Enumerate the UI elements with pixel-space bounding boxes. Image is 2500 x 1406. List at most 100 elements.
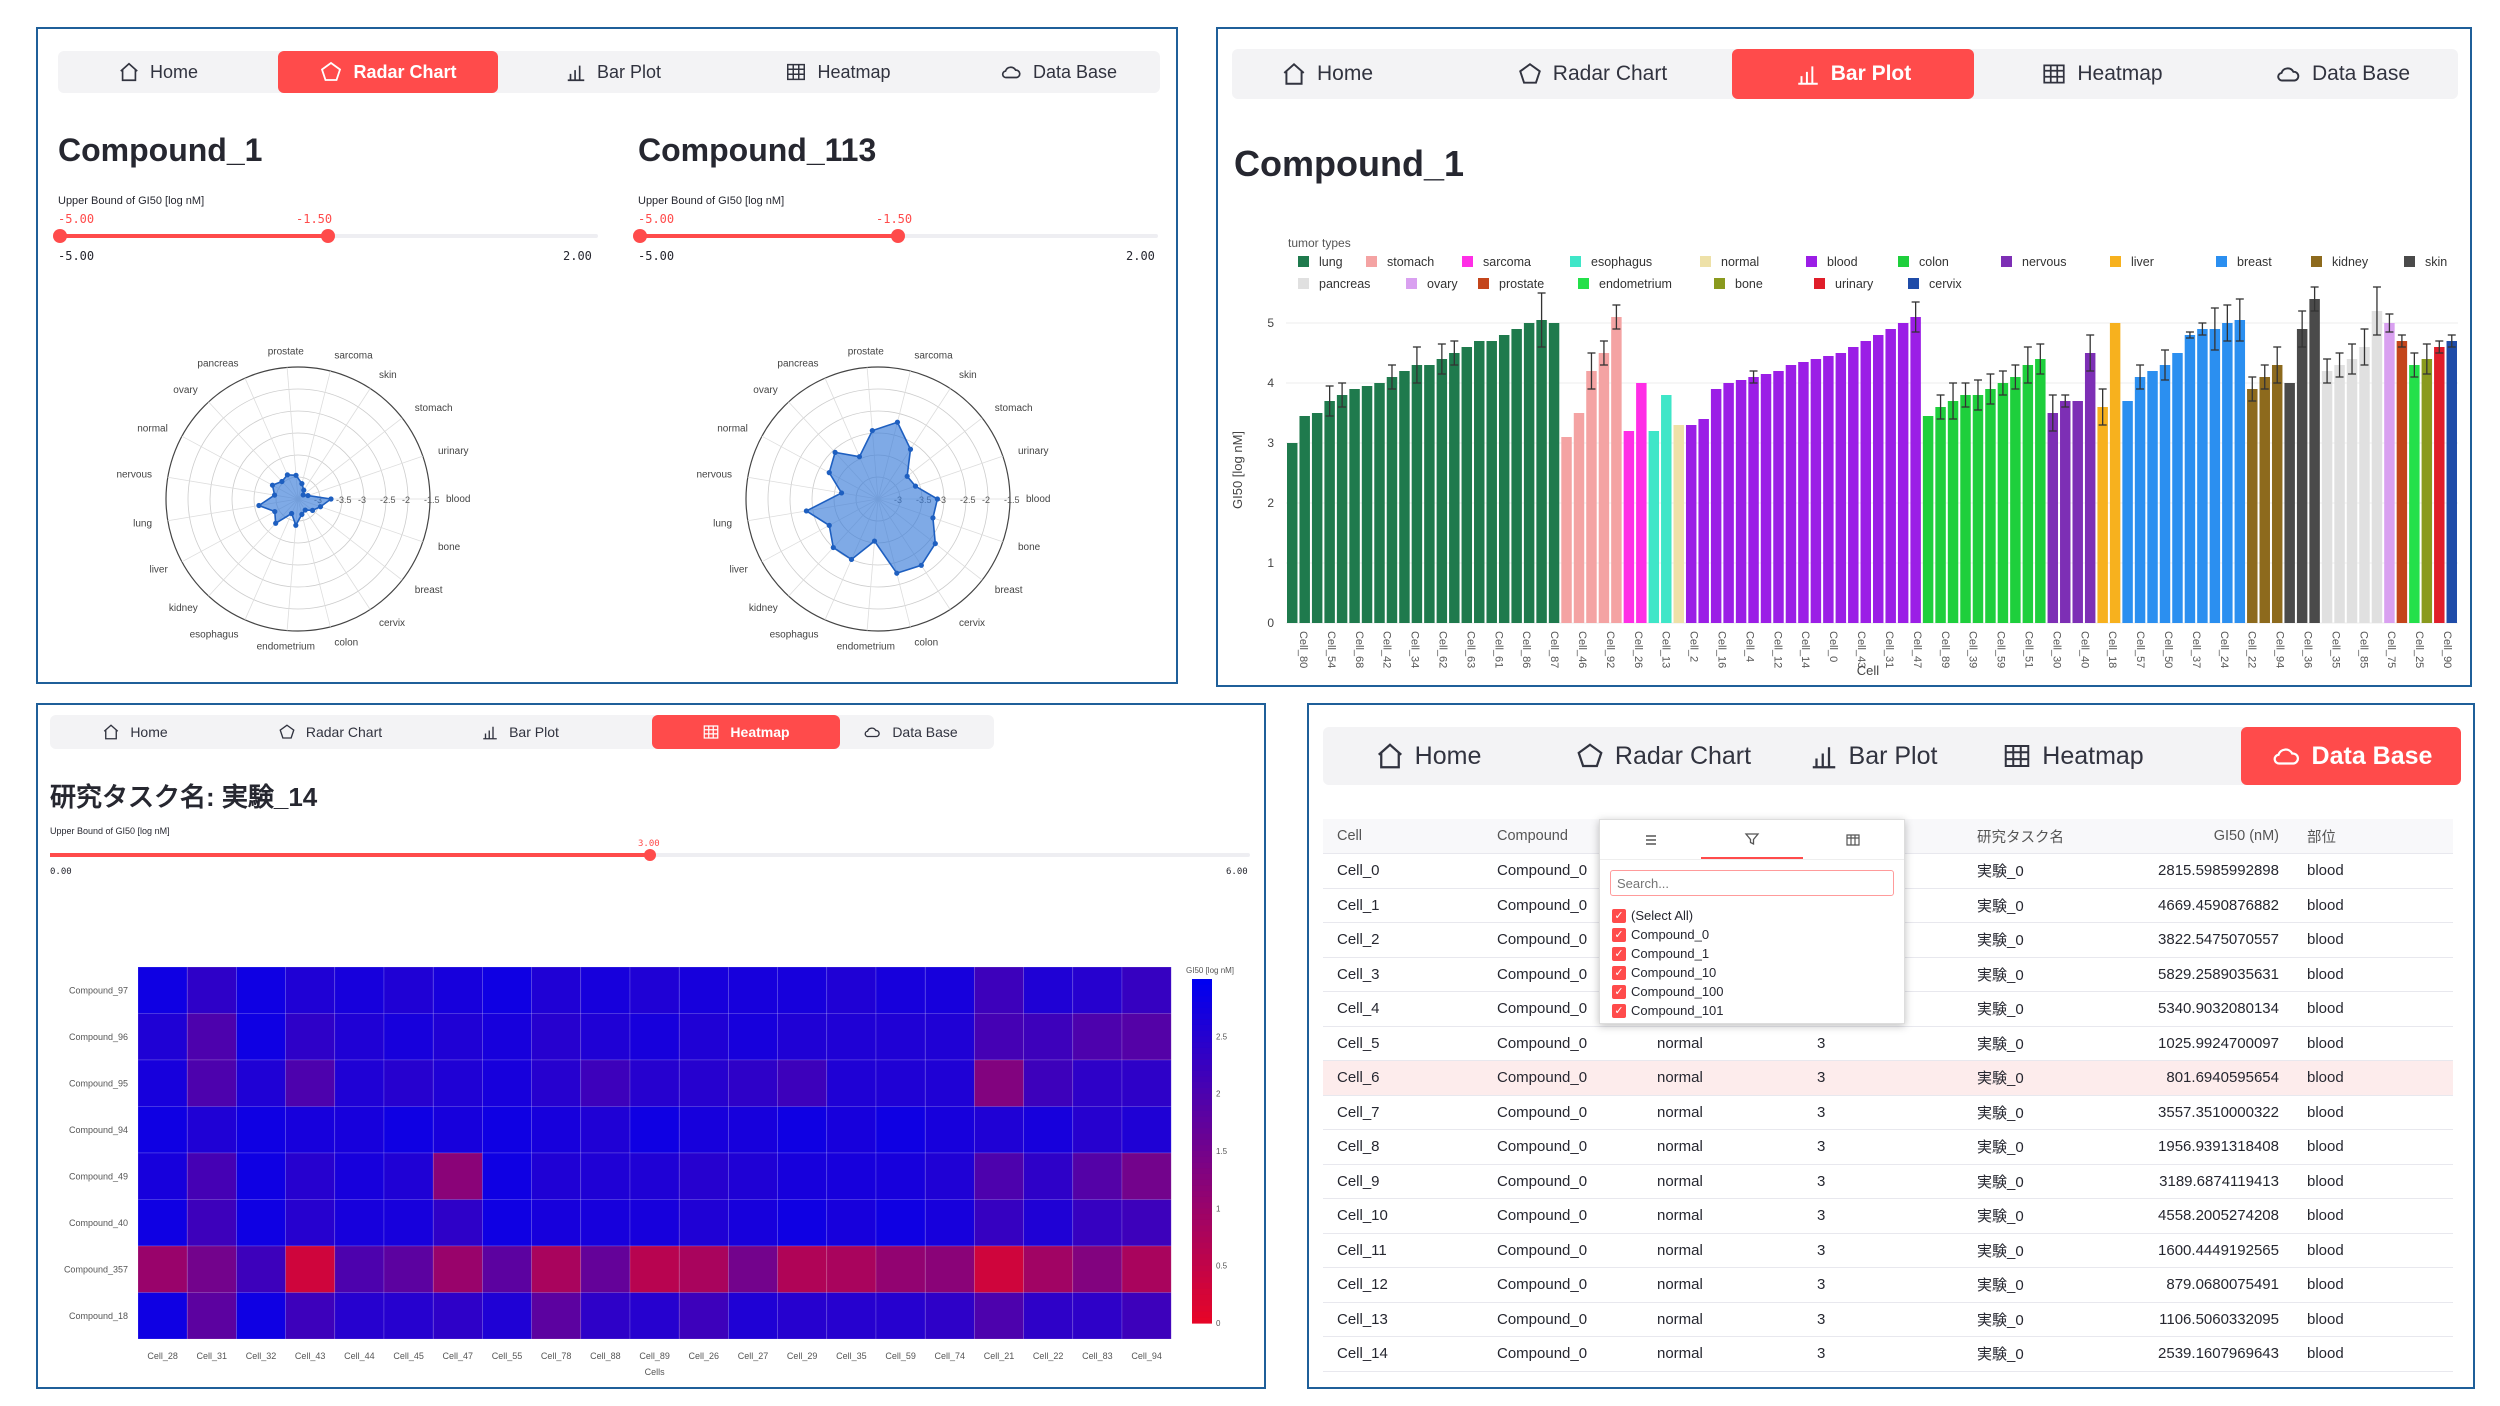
tab-data-base[interactable]: Data Base xyxy=(2242,49,2442,99)
slider-handle[interactable] xyxy=(321,229,335,243)
tab-home[interactable]: Home xyxy=(98,51,218,93)
legend-swatch xyxy=(1806,256,1817,267)
bar xyxy=(1486,341,1497,623)
radar-axis-label: blood xyxy=(1026,494,1050,505)
heatmap-cell xyxy=(334,1059,385,1107)
table-row[interactable]: Cell_11 Compound_0 normal 3 実験_0 1600.4449192… xyxy=(1323,1233,2453,1268)
radar-spoke xyxy=(297,455,423,500)
heatmap-cell xyxy=(924,1106,975,1154)
filter-search-input[interactable] xyxy=(1610,870,1894,896)
tab-bar-plot[interactable]: Bar Plot xyxy=(1793,727,1953,785)
slider-track[interactable] xyxy=(53,229,598,243)
checkbox-checked-icon[interactable]: ✓ xyxy=(1612,965,1626,980)
table-row[interactable]: Cell_13 Compound_0 normal 3 実験_0 1106.5060332… xyxy=(1323,1302,2453,1337)
filter-tab[interactable] xyxy=(1701,820,1803,859)
table-cell: 5340.9032080134 xyxy=(2123,991,2293,1027)
bar xyxy=(1860,341,1871,623)
table-row[interactable]: Cell_7 Compound_0 normal 3 実験_0 3557.35100003… xyxy=(1323,1095,2453,1130)
heatmap-cell xyxy=(1121,1199,1172,1247)
slider-handle[interactable] xyxy=(891,229,905,243)
tab-radar-chart[interactable]: Radar Chart xyxy=(1563,727,1763,785)
bar xyxy=(1985,389,1996,623)
table-cell: normal xyxy=(1643,1095,1803,1130)
table-cell: 実験_0 xyxy=(1963,1129,2123,1165)
tab-radar-chart[interactable]: Radar Chart xyxy=(1502,49,1682,99)
tab-bar-plot[interactable]: Bar Plot xyxy=(1732,49,1974,99)
heatmap-cell xyxy=(1121,966,1172,1014)
colorbar-segment xyxy=(1192,1001,1212,1009)
heatmap-cell xyxy=(678,1199,729,1247)
colorbar-segment xyxy=(1192,1099,1212,1106)
tab-home[interactable]: Home xyxy=(90,715,180,749)
heatmap-cell xyxy=(482,1292,532,1340)
checkbox-checked-icon[interactable]: ✓ xyxy=(1612,1003,1626,1018)
slider-handle[interactable] xyxy=(644,849,656,861)
column-header[interactable]: 研究タスク名 xyxy=(1963,819,2123,854)
slider-track[interactable] xyxy=(50,849,1250,861)
tab-radar-chart[interactable]: Radar Chart xyxy=(270,715,390,749)
radar-tick-label: -3.5 xyxy=(336,495,352,505)
radar-point xyxy=(907,446,914,452)
tab-heatmap[interactable]: Heatmap xyxy=(2002,49,2202,99)
tab-heatmap[interactable]: Heatmap xyxy=(652,715,840,749)
checkbox-checked-icon[interactable]: ✓ xyxy=(1612,984,1626,999)
table-row[interactable]: Cell_12 Compound_0 normal 3 実験_0 879.06800754… xyxy=(1323,1267,2453,1303)
tab-radar-chart[interactable]: Radar Chart xyxy=(278,51,498,93)
legend-label: prostate xyxy=(1499,277,1544,291)
bar-chart-icon xyxy=(567,65,585,82)
heatmap-cell xyxy=(334,1199,385,1247)
column-header[interactable]: Cell xyxy=(1323,819,1483,854)
heatmap-cell xyxy=(285,1245,336,1293)
table-row[interactable]: Cell_5 Compound_0 normal 3 実験_0 1025.99247000… xyxy=(1323,1026,2453,1061)
pentagon-icon xyxy=(1518,63,1541,84)
table-cell: normal xyxy=(1643,1026,1803,1061)
colorbar-segment xyxy=(1192,1305,1212,1313)
slider-handle[interactable] xyxy=(53,229,67,243)
table-cell: 実験_0 xyxy=(1963,1198,2123,1234)
filter-option[interactable]: ✓ (Select All) xyxy=(1612,906,1724,925)
tab-heatmap[interactable]: Heatmap xyxy=(758,51,918,93)
table-row[interactable]: Cell_8 Compound_0 normal 3 実験_0 1956.93913184… xyxy=(1323,1129,2453,1165)
filter-option[interactable]: ✓ Compound_1 xyxy=(1612,944,1724,963)
radar-point xyxy=(918,562,924,568)
bar xyxy=(2184,335,2196,623)
checkbox-checked-icon[interactable]: ✓ xyxy=(1612,927,1626,942)
table-row[interactable]: Cell_6 Compound_0 normal 3 実験_0 801.694059565… xyxy=(1323,1060,2453,1096)
checkbox-checked-icon[interactable]: ✓ xyxy=(1612,946,1626,961)
slider-handle[interactable] xyxy=(633,229,647,243)
checkbox-checked-icon[interactable]: ✓ xyxy=(1612,908,1626,923)
column-header[interactable]: 部位 xyxy=(2293,819,2453,854)
menu-tab[interactable] xyxy=(1600,820,1701,859)
heatmap-cell xyxy=(777,1013,828,1061)
filter-option[interactable]: ✓ Compound_101 xyxy=(1612,1001,1724,1020)
tab-data-base[interactable]: Data Base xyxy=(850,715,970,749)
filter-option[interactable]: ✓ Compound_10 xyxy=(1612,963,1724,982)
tab-heatmap[interactable]: Heatmap xyxy=(1983,727,2163,785)
tab-bar-plot[interactable]: Bar Plot xyxy=(538,51,688,93)
heatmap-cell xyxy=(728,1013,778,1061)
table-row[interactable]: Cell_14 Compound_0 normal 3 実験_0 2539.1607969… xyxy=(1323,1336,2453,1372)
bar xyxy=(2309,299,2320,623)
slider-track[interactable] xyxy=(633,229,1158,243)
table-row[interactable]: Cell_10 Compound_0 normal 3 実験_0 4558.2005274… xyxy=(1323,1198,2453,1234)
table-row[interactable]: Cell_9 Compound_0 normal 3 実験_0 3189.68741194… xyxy=(1323,1164,2453,1199)
tab-home[interactable]: Home xyxy=(1262,49,1392,99)
tab-home[interactable]: Home xyxy=(1363,727,1493,785)
legend-label: endometrium xyxy=(1599,277,1672,291)
tab-bar-plot[interactable]: Bar Plot xyxy=(470,715,570,749)
column-header[interactable]: GI50 (nM) xyxy=(2123,819,2293,854)
tab-data-base[interactable]: Data Base xyxy=(2241,727,2461,785)
legend-swatch xyxy=(1462,256,1473,267)
filter-option[interactable]: ✓ Compound_0 xyxy=(1612,925,1724,944)
tab-data-base[interactable]: Data Base xyxy=(978,51,1138,93)
filter-option[interactable]: ✓ Compound_100 xyxy=(1612,982,1724,1001)
columns-tab[interactable] xyxy=(1803,820,1904,859)
slider-range-min: 0.00 xyxy=(50,867,72,877)
bar xyxy=(1947,401,1959,623)
heatmap-cell xyxy=(777,1152,828,1200)
bar xyxy=(1935,407,1946,623)
bar xyxy=(2172,353,2183,623)
table-cell: Cell_11 xyxy=(1323,1233,1483,1268)
y-axis-title: GI50 [log nM] xyxy=(1230,431,1245,509)
bar xyxy=(2222,323,2233,623)
